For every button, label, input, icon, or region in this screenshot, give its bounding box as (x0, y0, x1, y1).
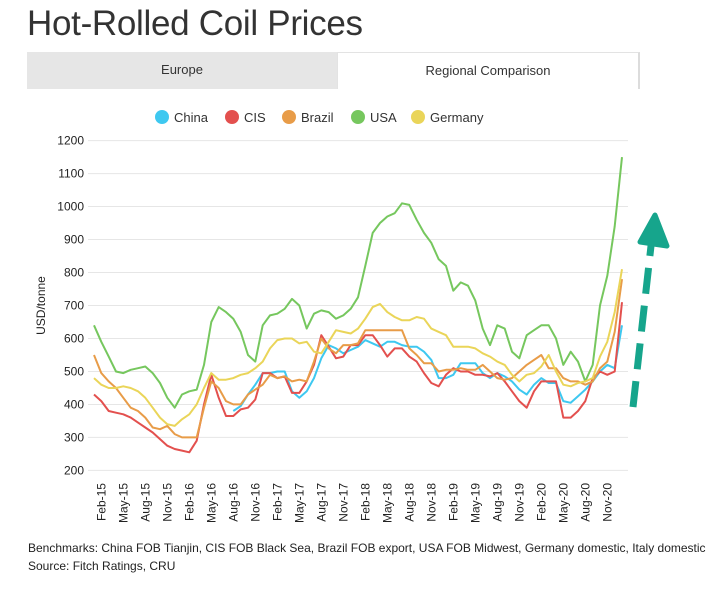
line-chart: China CIS Brazil USA Germany 200 300 400 500 600… (34, 110, 670, 523)
page-title: Hot-Rolled Coil Prices (27, 4, 363, 43)
x-tick-label: Nov-18 (424, 483, 438, 522)
legend-item-cis[interactable]: CIS (225, 110, 266, 125)
x-tick-label: Aug-19 (490, 483, 504, 522)
legend-item-china[interactable]: China (155, 110, 209, 125)
legend-label: CIS (244, 110, 266, 125)
y-tick-label: 500 (64, 364, 84, 378)
x-tick-label: Aug-16 (226, 483, 240, 522)
source-note: Source: Fitch Ratings, CRU (28, 559, 176, 573)
legend-swatch (155, 110, 169, 124)
series-line-usa (93, 156, 623, 409)
series-line-germany (93, 269, 623, 427)
x-tick-label: May-17 (292, 483, 306, 523)
y-tick-label: 600 (64, 331, 84, 345)
x-tick-label: May-18 (380, 483, 394, 523)
tab-bar: Europe Regional Comparison (27, 52, 640, 89)
series-line-cis (93, 302, 623, 454)
y-tick-label: 800 (64, 266, 84, 280)
x-tick-label: May-15 (116, 483, 130, 523)
legend-item-usa[interactable]: USA (351, 110, 397, 125)
upward-trend-arrow-icon (629, 212, 670, 408)
benchmarks-note: Benchmarks: China FOB Tianjin, CIS FOB B… (28, 541, 706, 555)
x-tick-label: Feb-18 (358, 483, 372, 521)
legend-label: Brazil (301, 110, 334, 125)
x-tick-label: Nov-20 (600, 483, 614, 522)
x-tick-label: May-16 (204, 483, 218, 523)
y-tick-label: 300 (64, 430, 84, 444)
x-tick-label: Feb-15 (94, 483, 108, 521)
tab-regional-comparison[interactable]: Regional Comparison (337, 52, 640, 89)
x-tick-label: Aug-17 (314, 483, 328, 522)
chart-footnote: Benchmarks: China FOB Tianjin, CIS FOB B… (28, 539, 708, 575)
legend-swatch (351, 110, 365, 124)
legend-label: China (174, 110, 209, 125)
legend-item-brazil[interactable]: Brazil (282, 110, 334, 125)
y-tick-label: 1200 (57, 134, 84, 148)
legend-label: USA (370, 110, 397, 125)
x-tick-label: Feb-16 (182, 483, 196, 521)
x-tick-label: Nov-17 (336, 483, 350, 522)
y-tick-label: 200 (64, 463, 84, 477)
x-tick-label: Aug-20 (578, 483, 592, 522)
x-tick-label: Nov-19 (512, 483, 526, 522)
y-tick-label: 1000 (57, 200, 84, 214)
y-tick-label: 700 (64, 299, 84, 313)
x-tick-label: Nov-15 (160, 483, 174, 522)
x-tick-label: Feb-19 (446, 483, 460, 521)
x-tick-label: Nov-16 (248, 483, 262, 522)
series-line-brazil (93, 278, 623, 439)
x-tick-label: May-19 (468, 483, 482, 523)
legend-swatch (282, 110, 296, 124)
x-tick-label: Feb-17 (270, 483, 284, 521)
y-tick-label: 900 (64, 233, 84, 247)
legend-item-germany[interactable]: Germany (411, 110, 484, 125)
x-tick-label: Aug-15 (138, 483, 152, 522)
x-tick-label: Aug-18 (402, 483, 416, 522)
chart-container: China CIS Brazil USA Germany 200 300 400 500 600… (0, 89, 727, 539)
x-tick-label: Feb-20 (534, 483, 548, 521)
y-tick-label: 1100 (58, 167, 84, 181)
y-tick-label: 400 (64, 397, 84, 411)
legend-label: Germany (430, 110, 484, 125)
x-tick-label: May-20 (556, 483, 570, 523)
legend-swatch (411, 110, 425, 124)
tab-europe[interactable]: Europe (27, 52, 337, 89)
legend-swatch (225, 110, 239, 124)
y-axis-label: USD/tonne (34, 276, 48, 335)
